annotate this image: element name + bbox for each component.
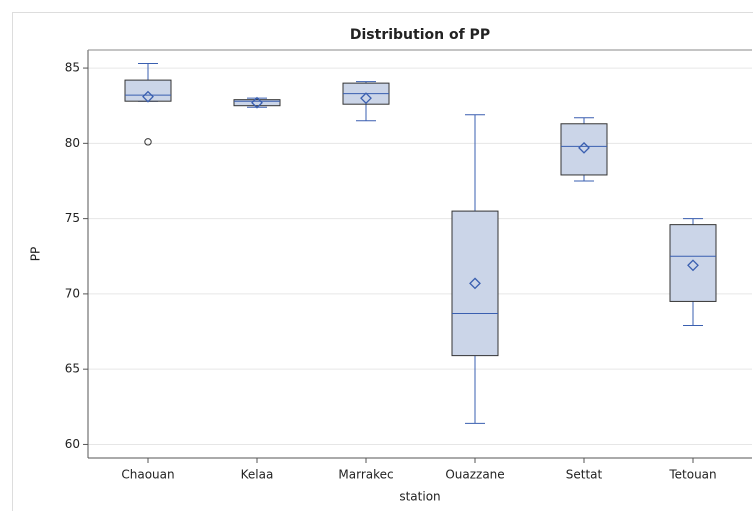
- box: [560, 123, 608, 176]
- mean-marker: [142, 90, 154, 103]
- x-tick-label: Tetouan: [668, 468, 716, 482]
- x-tick-label: Kelaa: [241, 468, 274, 482]
- box: [124, 79, 172, 102]
- x-axis-title: station: [399, 490, 440, 504]
- y-tick-label: 75: [65, 211, 80, 225]
- frame: [12, 12, 753, 511]
- x-tick-label: Ouazzane: [445, 468, 504, 482]
- box: [451, 210, 499, 357]
- chart-title: Distribution of PP: [350, 27, 490, 43]
- y-tick-label: 70: [65, 286, 80, 300]
- outlier: [144, 138, 152, 146]
- x-tick-label: Chaouan: [121, 468, 174, 482]
- x-tick-label: Settat: [566, 468, 603, 482]
- y-tick-label: 60: [65, 437, 80, 451]
- box: [669, 224, 717, 302]
- mean-marker: [251, 96, 263, 109]
- y-tick-label: 85: [65, 61, 80, 75]
- mean-marker: [687, 259, 699, 272]
- y-axis-title: PP: [29, 247, 43, 261]
- y-tick-label: 80: [65, 136, 80, 150]
- y-tick-label: 65: [65, 362, 80, 376]
- box: [233, 99, 281, 107]
- x-tick-label: Marrakec: [338, 468, 393, 482]
- mean-marker: [360, 92, 372, 105]
- mean-marker: [578, 141, 590, 154]
- mean-marker: [469, 277, 481, 290]
